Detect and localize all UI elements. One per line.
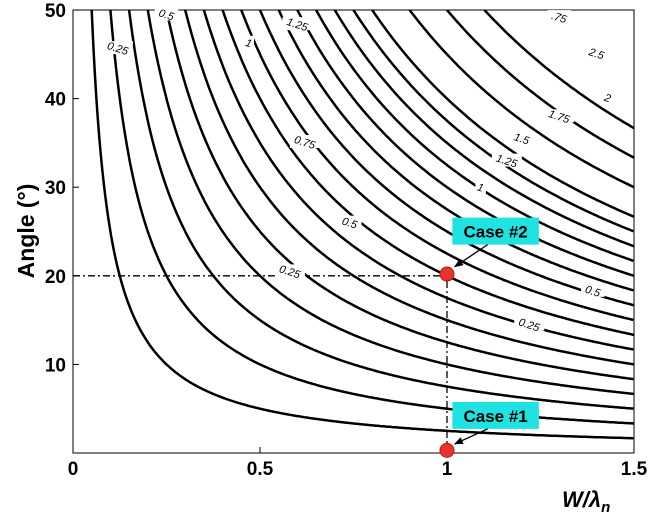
y-tick-label-4: 50 — [45, 1, 66, 22]
case-annotations: Case #2 Case #1 — [452, 217, 539, 445]
contour-line-4 — [165, 10, 634, 381]
contour-label-bg-10 — [544, 109, 575, 123]
y-tick-label-3: 40 — [45, 90, 66, 111]
y-axis-ticks: 10 20 30 40 50 — [45, 1, 79, 376]
x-axis-title-subscript: n — [601, 499, 610, 515]
contour-label-5: 0.5 — [340, 216, 359, 232]
contour-label-13: 1 — [476, 181, 486, 194]
contour-label-bg-14 — [581, 283, 605, 297]
contour-label-14: 0.5 — [583, 284, 602, 300]
contour-label-11: 1.5 — [512, 131, 531, 147]
contour-line-16 — [408, 10, 634, 189]
contour-label-bg-12 — [491, 153, 522, 167]
contour-line-17 — [446, 10, 634, 159]
contour-label-1: 0.5 — [157, 7, 176, 23]
x-tick-label-3: 1.5 — [621, 459, 648, 480]
case-points — [439, 266, 455, 458]
x-tick-label-2: 1 — [442, 459, 453, 480]
y-tick-label-1: 20 — [45, 267, 66, 288]
contour-label-bg-13 — [475, 180, 486, 194]
case-arrow-1 — [453, 428, 488, 445]
contour-label-9: 2 — [602, 92, 612, 106]
contour-line-13 — [333, 10, 634, 248]
contour-label-bg-7 — [547, 10, 571, 24]
contour-line-5 — [183, 10, 634, 366]
contour-label-bg-3 — [282, 17, 313, 31]
contour-label-7: .75 — [550, 10, 569, 26]
contour-labels: 0.250.511.250.750.50.25.752.521.751.51.2… — [102, 7, 614, 335]
contour-label-bg-1 — [154, 7, 179, 21]
contour-line-15 — [371, 10, 634, 218]
contour-label-bg-2 — [243, 35, 255, 49]
contour-lines — [90, 10, 634, 440]
contour-line-8 — [240, 10, 634, 322]
plot-frame — [72, 9, 635, 454]
contour-label-bg-15 — [514, 317, 545, 331]
x-axis-title-main: W/λ — [562, 487, 601, 512]
x-axis-ticks: 0 0.5 1 1.5 — [68, 447, 648, 480]
contour-line-11 — [296, 10, 634, 277]
case-label-box-0 — [452, 217, 539, 245]
contour-line-3 — [146, 10, 634, 396]
x-tick-label-0: 0 — [68, 459, 79, 480]
reference-lines — [73, 275, 448, 453]
y-tick-label-0: 10 — [45, 355, 66, 376]
contour-line-7 — [221, 10, 634, 337]
contour-label-bg-8 — [584, 46, 609, 60]
y-tick-label-2: 30 — [45, 178, 66, 199]
contour-label-8: 2.5 — [586, 46, 606, 63]
contour-label-2: 1 — [244, 37, 254, 50]
case-point-1 — [439, 266, 455, 282]
contour-line-18 — [483, 10, 634, 130]
contour-line-0 — [90, 10, 634, 440]
contour-line-6 — [202, 10, 634, 351]
contour-label-bg-11 — [510, 131, 534, 145]
case-label-1: Case #1 — [463, 407, 527, 426]
contour-line-1 — [109, 10, 634, 425]
case-arrow-0 — [453, 244, 488, 268]
x-tick-label-1: 0.5 — [247, 459, 274, 480]
case-point-0 — [439, 442, 455, 458]
y-axis-title: Angle (°) — [13, 184, 39, 279]
contour-label-bg-6 — [274, 264, 305, 278]
contour-line-10 — [277, 10, 634, 292]
contour-label-bg-4 — [289, 135, 320, 149]
contour-label-bg-0 — [102, 41, 133, 55]
contour-label-bg-9 — [602, 90, 614, 104]
x-axis-title: W/λn — [562, 487, 610, 515]
case-label-box-1 — [452, 401, 539, 429]
contour-line-9 — [258, 10, 634, 307]
contour-label-bg-5 — [338, 215, 362, 229]
case-label-0: Case #2 — [463, 223, 527, 242]
contour-line-12 — [315, 10, 634, 262]
